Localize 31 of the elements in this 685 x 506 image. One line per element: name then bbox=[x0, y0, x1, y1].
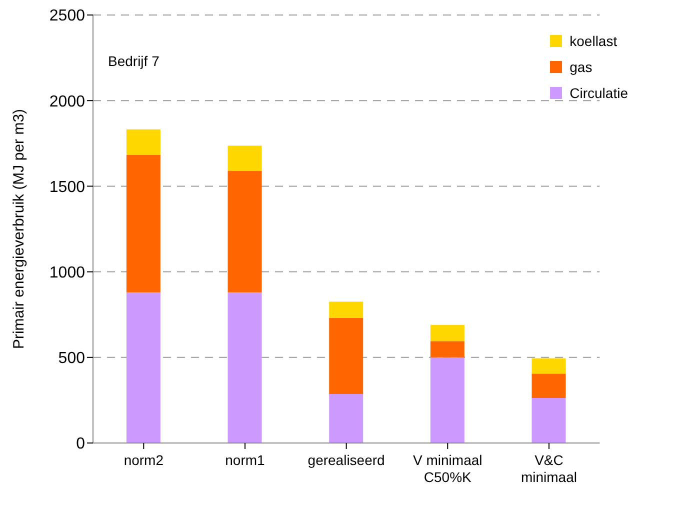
legend-label: gas bbox=[570, 59, 592, 75]
legend-label: Circulatie bbox=[570, 85, 628, 101]
x-tick-label: norm1 bbox=[225, 452, 266, 468]
y-axis-title: Primair energieverbruik (MJ per m3) bbox=[10, 108, 28, 350]
bar bbox=[329, 302, 364, 318]
bar bbox=[228, 292, 262, 443]
y-tick-label: 0 bbox=[76, 436, 86, 453]
y-tick-label: 2500 bbox=[49, 8, 86, 25]
x-tick-label: norm2 bbox=[124, 452, 164, 468]
y-tick-label: 1000 bbox=[49, 264, 86, 282]
bar bbox=[532, 358, 566, 374]
bar bbox=[430, 341, 464, 358]
bar bbox=[126, 292, 160, 443]
bar bbox=[228, 146, 262, 171]
bar bbox=[126, 154, 160, 292]
bar bbox=[126, 129, 160, 155]
bar bbox=[430, 357, 464, 443]
bar bbox=[430, 324, 464, 342]
bar bbox=[532, 398, 566, 443]
x-tick-label: V&C minimaal bbox=[520, 452, 577, 485]
bar bbox=[532, 374, 566, 398]
bar bbox=[329, 394, 364, 443]
bar bbox=[228, 170, 262, 292]
legend-label: koellast bbox=[570, 33, 618, 49]
x-tick-label: V minimaal C50%K bbox=[413, 452, 482, 485]
x-tick-label: gerealiseerd bbox=[308, 452, 385, 468]
bar bbox=[329, 318, 364, 394]
y-tick-label: 1500 bbox=[49, 178, 86, 196]
annotation: Bedrijf 7 bbox=[108, 53, 160, 69]
y-tick-label: 500 bbox=[58, 350, 86, 368]
y-tick-label: 2000 bbox=[49, 93, 86, 110]
